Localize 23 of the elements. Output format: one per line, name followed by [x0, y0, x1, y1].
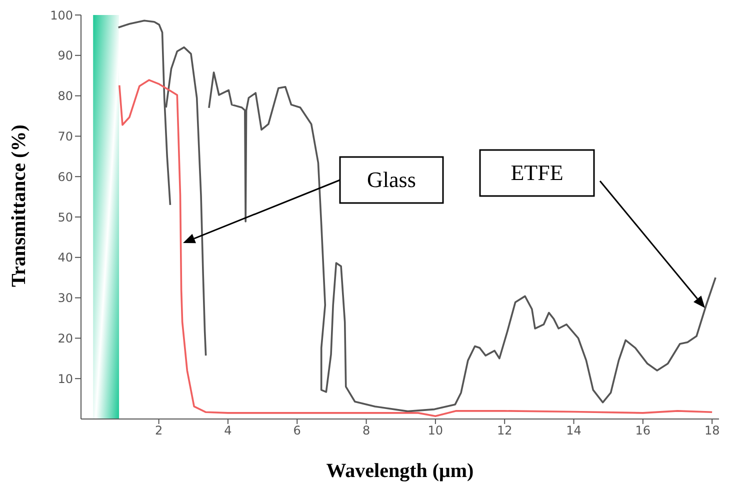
- y-tick-label: 90: [58, 48, 73, 63]
- y-tick-label: 50: [58, 210, 73, 224]
- x-tick-label: 8: [362, 424, 370, 438]
- x-axis-title: Wavelength (μm): [326, 460, 474, 482]
- y-tick-label: 70: [58, 129, 73, 144]
- x-tick-label: 2: [154, 424, 163, 438]
- x-tick-label: 18: [704, 424, 720, 438]
- y-tick-label: 30: [58, 291, 73, 306]
- annotation: Glass: [367, 167, 416, 192]
- y-tick-label: 100: [50, 8, 73, 22]
- y-axis-title: Transmittance (%): [8, 124, 30, 287]
- x-tick-label: 6: [293, 424, 301, 438]
- y-tick-label: 80: [58, 89, 73, 104]
- y-tick-label: 40: [58, 250, 73, 265]
- y-tick-label: 20: [58, 331, 73, 346]
- x-tick-label: 10: [428, 424, 444, 438]
- x-tick-label: 4: [224, 424, 232, 438]
- annotation: ETFE: [510, 160, 564, 185]
- y-tick-label: 60: [58, 170, 73, 184]
- x-tick-label: 12: [496, 424, 512, 438]
- x-tick-label: 14: [566, 424, 582, 438]
- x-tick-label: 16: [635, 424, 651, 438]
- y-tick-label: 10: [58, 372, 73, 386]
